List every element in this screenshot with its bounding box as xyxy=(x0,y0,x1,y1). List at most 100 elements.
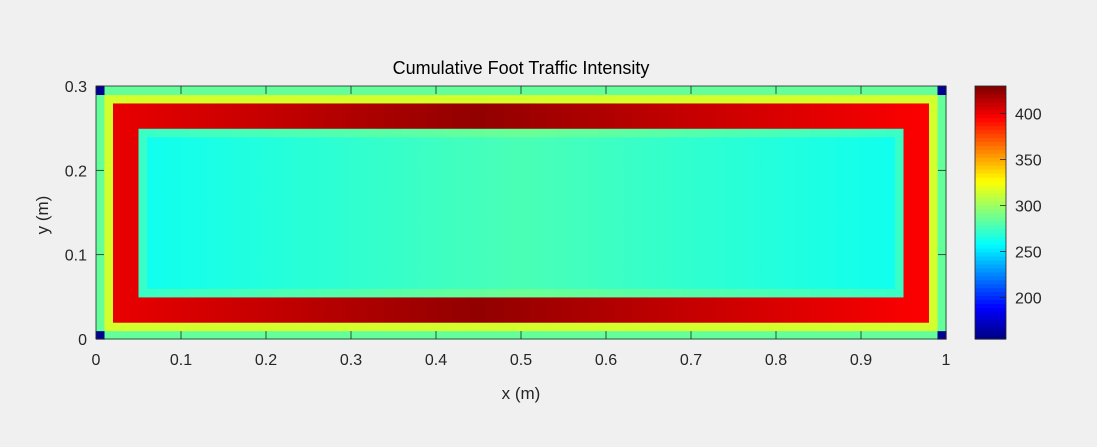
heatmap-cell xyxy=(223,296,233,306)
heatmap-cell xyxy=(232,195,242,205)
heatmap-cell xyxy=(716,313,726,323)
heatmap-cell xyxy=(716,136,726,146)
heatmap-cell xyxy=(138,119,148,129)
heatmap-cell xyxy=(419,263,429,273)
heatmap-cell xyxy=(555,237,565,247)
heatmap-cell xyxy=(852,136,862,146)
heatmap-cell xyxy=(376,271,386,281)
heatmap-cell xyxy=(240,145,250,155)
heatmap-cell xyxy=(104,279,114,289)
heatmap-cell xyxy=(895,330,905,340)
heatmap-cell xyxy=(682,86,692,96)
heatmap-cell xyxy=(657,187,667,197)
heatmap-cell xyxy=(640,220,650,230)
heatmap-cell xyxy=(640,94,650,104)
heatmap-cell xyxy=(181,237,191,247)
colorbar-step xyxy=(975,259,1006,265)
heatmap-cell xyxy=(444,237,454,247)
heatmap-cell xyxy=(759,145,769,155)
heatmap-cell xyxy=(538,94,548,104)
heatmap-cell xyxy=(113,220,123,230)
heatmap-cell xyxy=(96,279,106,289)
heatmap-cell xyxy=(410,195,420,205)
heatmap-cell xyxy=(733,288,743,298)
heatmap-cell xyxy=(419,279,429,289)
heatmap-cell xyxy=(665,296,675,306)
heatmap-cell xyxy=(835,246,845,256)
heatmap-cell xyxy=(495,153,505,163)
heatmap-cell xyxy=(317,271,327,281)
heatmap-cell xyxy=(623,305,633,315)
heatmap-cell xyxy=(385,313,395,323)
heatmap-cell xyxy=(708,288,718,298)
heatmap-cell xyxy=(155,296,165,306)
heatmap-cell xyxy=(869,220,879,230)
heatmap-cell xyxy=(886,161,896,171)
heatmap-cell xyxy=(555,330,565,340)
heatmap-cell xyxy=(240,161,250,171)
heatmap-cell xyxy=(215,237,225,247)
heatmap-cell xyxy=(597,246,607,256)
heatmap-cell xyxy=(402,330,412,340)
heatmap-cell xyxy=(580,178,590,188)
heatmap-cell xyxy=(240,246,250,256)
heatmap-cell xyxy=(691,330,701,340)
heatmap-cell xyxy=(198,246,208,256)
heatmap-cell xyxy=(172,102,182,112)
heatmap-cell xyxy=(266,313,276,323)
heatmap-cell xyxy=(589,187,599,197)
heatmap-cell xyxy=(572,178,582,188)
heatmap-cell xyxy=(368,195,378,205)
heatmap-cell xyxy=(929,271,939,281)
heatmap-cell xyxy=(538,305,548,315)
heatmap-cell xyxy=(138,86,148,96)
heatmap-cell xyxy=(189,111,199,121)
heatmap-cell xyxy=(359,94,369,104)
heatmap-cell xyxy=(104,271,114,281)
heatmap-cell xyxy=(529,322,539,332)
heatmap-cell xyxy=(937,330,947,340)
heatmap-cell xyxy=(419,153,429,163)
heatmap-cell xyxy=(130,254,140,264)
heatmap-cell xyxy=(657,178,667,188)
heatmap-cell xyxy=(767,94,777,104)
heatmap-cell xyxy=(342,229,352,239)
heatmap-cell xyxy=(810,212,820,222)
heatmap-cell xyxy=(614,305,624,315)
heatmap-cell xyxy=(257,322,267,332)
heatmap-cell xyxy=(614,246,624,256)
heatmap-cell xyxy=(827,271,837,281)
heatmap-cell xyxy=(606,212,616,222)
heatmap-cell xyxy=(410,204,420,214)
heatmap-cell xyxy=(546,263,556,273)
heatmap-cell xyxy=(589,220,599,230)
heatmap-cell xyxy=(453,145,463,155)
heatmap-cell xyxy=(189,263,199,273)
heatmap-cell xyxy=(249,111,259,121)
heatmap-cell xyxy=(138,187,148,197)
heatmap-cell xyxy=(215,322,225,332)
heatmap-cell xyxy=(334,254,344,264)
heatmap-cell xyxy=(487,229,497,239)
heatmap-cell xyxy=(215,279,225,289)
heatmap-cell xyxy=(368,153,378,163)
colorbar-step xyxy=(975,86,1006,91)
heatmap-cell xyxy=(113,161,123,171)
heatmap-cell xyxy=(699,305,709,315)
heatmap-cell xyxy=(419,305,429,315)
heatmap-cell xyxy=(257,254,267,264)
heatmap-cell xyxy=(223,153,233,163)
heatmap-cell xyxy=(206,204,216,214)
heatmap-cell xyxy=(521,229,531,239)
heatmap-cell xyxy=(895,296,905,306)
heatmap-cell xyxy=(555,305,565,315)
heatmap-cell xyxy=(835,128,845,138)
heatmap-cell xyxy=(563,296,573,306)
heatmap-cell xyxy=(920,296,930,306)
heatmap-cell xyxy=(657,119,667,129)
heatmap-cell xyxy=(291,161,301,171)
heatmap-cell xyxy=(130,153,140,163)
heatmap-cell xyxy=(801,220,811,230)
heatmap-cell xyxy=(487,136,497,146)
heatmap-cell xyxy=(776,178,786,188)
